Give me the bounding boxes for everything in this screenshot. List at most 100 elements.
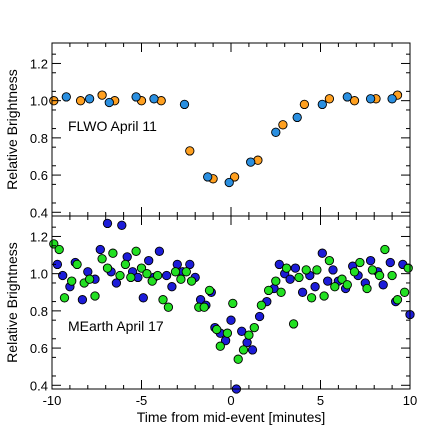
bottom-series-1-point bbox=[310, 282, 320, 292]
bottom-series-1-point bbox=[365, 255, 376, 266]
bottom-series-1-point bbox=[77, 295, 88, 305]
y-tick-label: 0.4 bbox=[30, 378, 48, 393]
bottom-series-1-point bbox=[226, 315, 236, 325]
bottom-series-2-point bbox=[102, 263, 113, 273]
x-tick-label: -10 bbox=[43, 393, 62, 408]
top-panel: 0.4 0.6 0.8 1.0 1.2 FLWO April 11 Relative B… bbox=[4, 42, 411, 220]
bottom-series-2-point bbox=[244, 330, 254, 340]
bottom-series-2-point bbox=[263, 285, 274, 296]
bottom-series-1-point bbox=[161, 270, 172, 281]
top-series-1-point bbox=[349, 96, 360, 106]
bottom-series-1-point bbox=[102, 218, 113, 229]
y-tick-label: 1.2 bbox=[30, 229, 48, 244]
bottom-series-2-point bbox=[306, 293, 317, 303]
bottom-series-2-point bbox=[392, 295, 403, 305]
top-series-1-point bbox=[185, 146, 195, 156]
bottom-series-2-point bbox=[204, 285, 215, 296]
top-series-1-point bbox=[229, 172, 240, 182]
bottom-series-2-point bbox=[399, 287, 410, 297]
bottom-series-2-point bbox=[271, 276, 281, 286]
bottom-series-1-point bbox=[154, 246, 165, 256]
bottom-series-2-point bbox=[256, 300, 267, 310]
bottom-series-2-point bbox=[84, 274, 95, 284]
x-tick-label: 0 bbox=[227, 393, 234, 408]
bottom-series-1-point bbox=[95, 244, 105, 255]
bottom-series-2-point bbox=[72, 259, 82, 270]
bottom-series-1-point bbox=[144, 255, 154, 266]
bottom-series-1-point bbox=[254, 311, 265, 322]
bottom-series-1-point bbox=[285, 274, 295, 284]
bottom-series-2-point bbox=[403, 263, 413, 273]
top-series-2-point bbox=[104, 97, 114, 108]
y-tick-label: 0.8 bbox=[30, 131, 48, 146]
bottom-series-2-point bbox=[115, 270, 125, 281]
bottom-series-2-point bbox=[374, 270, 385, 281]
bottom-series-2-point bbox=[387, 270, 397, 281]
bottom-data-points bbox=[49, 218, 415, 394]
bottom-series-2-point bbox=[288, 319, 299, 329]
bottom-series-2-point bbox=[367, 265, 378, 275]
top-series-2-point bbox=[61, 92, 71, 102]
bottom-series-1-point bbox=[328, 265, 338, 275]
bottom-series-1-point bbox=[378, 280, 388, 290]
bottom-series-2-point bbox=[186, 276, 197, 286]
top-series-1-point bbox=[299, 99, 310, 110]
bottom-series-1-point bbox=[117, 220, 127, 230]
bottom-series-2-point bbox=[301, 265, 311, 275]
bottom-series-2-point bbox=[176, 274, 186, 284]
bottom-series-2-point bbox=[276, 287, 286, 297]
bottom-panel-frame bbox=[51, 215, 411, 390]
top-y-axis-label: Relative Brightness bbox=[4, 69, 20, 190]
top-series-2-point bbox=[317, 99, 327, 110]
bottom-series-1-point bbox=[290, 263, 301, 273]
top-data-points bbox=[49, 90, 403, 188]
top-series-1-point bbox=[278, 120, 288, 130]
bottom-series-1-point bbox=[323, 276, 333, 286]
bottom-series-2-point bbox=[222, 328, 233, 338]
top-series-2-point bbox=[365, 94, 376, 104]
y-tick-label: 1.2 bbox=[30, 56, 48, 71]
bottom-series-2-point bbox=[90, 291, 100, 301]
x-tick-label: 10 bbox=[403, 393, 417, 408]
bottom-series-2-point bbox=[249, 322, 259, 333]
bottom-panel-annotation: MEarth April 17 bbox=[68, 318, 164, 334]
bottom-series-1-point bbox=[274, 259, 284, 270]
bottom-series-2-point bbox=[158, 295, 168, 305]
bottom-series-2-point bbox=[54, 244, 64, 255]
bottom-series-2-point bbox=[281, 263, 292, 273]
bottom-series-1-point bbox=[247, 345, 258, 355]
bottom-series-1-point bbox=[122, 252, 132, 262]
top-series-2-point bbox=[387, 94, 397, 104]
bottom-series-2-point bbox=[152, 270, 163, 281]
top-series-2-point bbox=[224, 177, 234, 188]
top-series-2-point bbox=[84, 94, 95, 104]
top-series-2-point bbox=[131, 92, 141, 102]
top-series-2-point bbox=[271, 127, 281, 137]
y-tick-label: 1.0 bbox=[30, 267, 48, 282]
y-tick-label: 0.4 bbox=[30, 205, 48, 220]
top-series-2-point bbox=[179, 99, 190, 110]
bottom-series-1-point bbox=[385, 257, 395, 268]
bottom-series-2-point bbox=[380, 244, 390, 255]
x-axis-label: Time from mid-event [minutes] bbox=[137, 409, 326, 425]
bottom-panel: 0.4 0.6 0.8 1.0 1.2 -10 -5 0 5 10 MEarth April 17… bbox=[4, 215, 417, 425]
bottom-series-2-point bbox=[181, 267, 191, 277]
y-tick-label: 1.0 bbox=[30, 94, 48, 109]
x-tick-label: 5 bbox=[317, 393, 324, 408]
top-tick-marks: 0.4 0.6 0.8 1.0 1.2 bbox=[30, 43, 411, 220]
y-tick-label: 0.6 bbox=[30, 341, 48, 356]
bottom-series-2-point bbox=[108, 248, 118, 258]
top-series-1-point bbox=[324, 94, 335, 104]
bottom-series-2-point bbox=[212, 324, 222, 335]
bottom-series-2-point bbox=[120, 259, 131, 270]
y-tick-label: 0.6 bbox=[30, 168, 48, 183]
top-series-2-point bbox=[203, 172, 213, 182]
bottom-series-1-point bbox=[237, 326, 247, 336]
bottom-y-axis-label: Relative Brightness bbox=[4, 242, 20, 363]
bottom-series-2-point bbox=[97, 254, 107, 264]
bottom-series-2-point bbox=[228, 298, 238, 309]
bottom-tick-marks: 0.4 0.6 0.8 1.0 1.2 -10 -5 0 5 10 bbox=[30, 216, 417, 408]
bottom-series-2-point bbox=[163, 302, 174, 312]
y-tick-label: 0.8 bbox=[30, 304, 48, 319]
bottom-series-2-point bbox=[126, 272, 136, 283]
